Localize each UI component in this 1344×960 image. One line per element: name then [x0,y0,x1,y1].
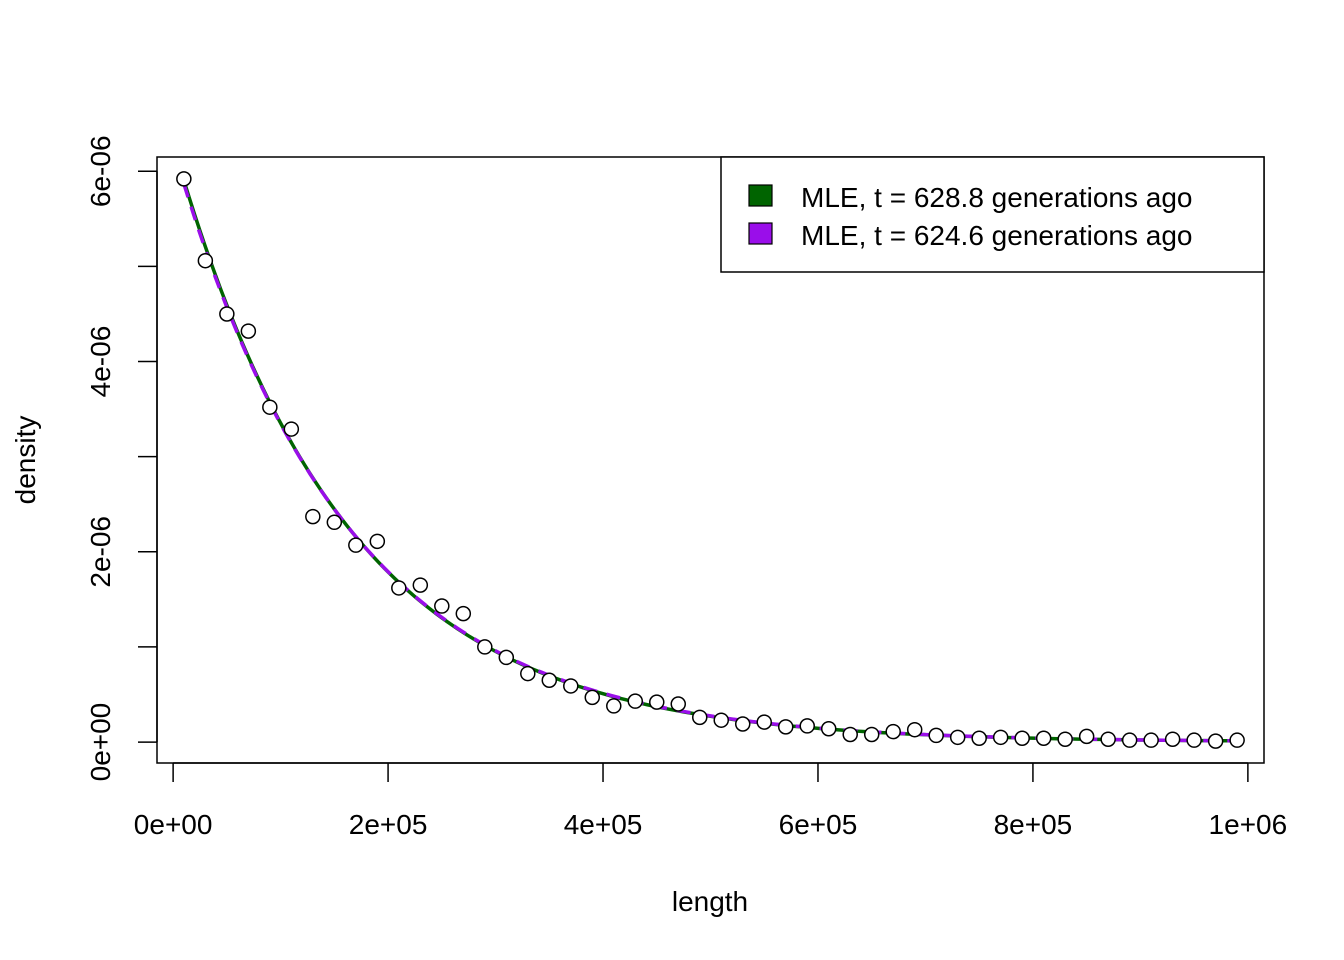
y-tick-label: 4e-06 [85,326,116,398]
data-point [412,577,429,593]
data-point [885,723,901,740]
data-point [305,508,321,525]
data-point [348,537,364,553]
data-point [498,649,515,666]
data-point [713,712,729,728]
data-point [283,421,300,437]
legend-entry-1: MLE, t = 628.8 generations ago [801,182,1193,213]
data-point [240,323,257,339]
data-point [928,727,944,744]
data-point [1121,732,1138,748]
data-point [326,514,343,531]
y-tick-label: 0e+00 [85,703,116,782]
data-point [906,721,923,738]
data-point [1229,732,1245,748]
data-point [1057,731,1073,747]
data-point [434,598,450,614]
data-point [820,721,837,737]
data-point [649,694,665,710]
x-tick-label: 0e+00 [134,809,213,840]
data-point [262,399,278,415]
data-point [692,709,708,726]
y-axis: 0e+00 2e-06 4e-06 6e-06 [85,135,158,782]
data-point [949,729,966,746]
data-point [176,171,192,187]
data-point [219,306,235,322]
data-point [863,726,880,743]
legend-box [720,156,1265,273]
data-point [756,714,772,730]
data-point [1143,732,1159,748]
data-point [971,730,987,747]
y-tick-label: 6e-06 [85,135,116,207]
data-point [1014,730,1030,747]
data-point [455,605,472,622]
data-point [563,678,579,694]
y-tick-label: 2e-06 [85,516,116,588]
data-point [1207,733,1224,749]
x-tick-label: 8e+05 [994,809,1073,840]
data-point [842,726,858,743]
data-point [1035,730,1052,747]
y-axis-label: density [10,416,41,505]
data-point [584,689,601,706]
data-point [391,580,407,596]
legend-entry-2: MLE, t = 624.6 generations ago [801,220,1193,251]
x-tick-label: 1e+06 [1209,809,1288,840]
data-point [606,698,622,714]
x-tick-label: 6e+05 [779,809,858,840]
data-point [1164,731,1181,747]
data-point [777,719,794,735]
x-tick-label: 2e+05 [349,809,428,840]
data-point [627,693,644,709]
data-point [477,639,493,655]
data-point [992,729,1009,746]
data-point [670,696,687,712]
data-point [541,672,558,688]
data-point [1186,732,1202,748]
data-point [1078,728,1095,745]
x-axis-label: length [672,886,748,917]
data-points [176,171,1245,749]
x-tick-label: 4e+05 [564,809,643,840]
data-point [369,533,386,550]
legend-swatch-green [748,184,773,207]
data-point [734,716,751,732]
data-point [1100,731,1116,747]
legend: MLE, t = 628.8 generations ago MLE, t = … [720,156,1265,273]
data-point [520,665,536,682]
x-axis: 0e+00 2e+05 4e+05 6e+05 8e+05 1e+06 [134,762,1288,840]
data-point [197,252,214,269]
legend-swatch-purple [748,222,773,245]
data-point [799,718,815,734]
